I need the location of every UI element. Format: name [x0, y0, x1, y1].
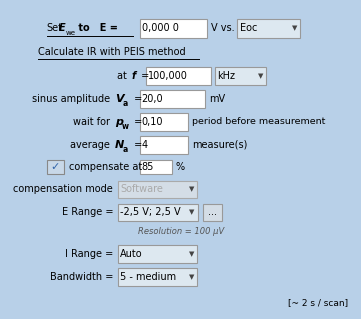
- Text: period before measurement: period before measurement: [192, 117, 325, 126]
- FancyBboxPatch shape: [147, 67, 211, 85]
- Text: compensate at: compensate at: [69, 162, 142, 172]
- Text: to   E =: to E =: [75, 23, 118, 33]
- Text: N: N: [115, 140, 124, 150]
- FancyBboxPatch shape: [118, 181, 197, 198]
- Text: =: =: [138, 71, 149, 81]
- Text: =: =: [131, 140, 142, 150]
- Text: I Range =: I Range =: [65, 249, 113, 259]
- Text: 100,000: 100,000: [148, 71, 188, 81]
- Text: ...: ...: [208, 207, 217, 218]
- Text: 5 - medium: 5 - medium: [120, 272, 176, 282]
- Text: Software: Software: [120, 184, 163, 195]
- Text: 0,10: 0,10: [141, 117, 163, 127]
- Text: mV: mV: [209, 94, 225, 104]
- Text: =: =: [131, 94, 142, 104]
- Text: Calculate IR with PEIS method: Calculate IR with PEIS method: [38, 47, 185, 57]
- Text: Eoc: Eoc: [240, 23, 257, 33]
- Text: V vs.: V vs.: [211, 23, 234, 33]
- FancyBboxPatch shape: [237, 19, 300, 38]
- Text: w: w: [122, 122, 129, 131]
- Text: Bandwidth =: Bandwidth =: [50, 272, 113, 282]
- Text: ▼: ▼: [190, 210, 195, 215]
- FancyBboxPatch shape: [140, 19, 207, 38]
- Text: a: a: [122, 145, 128, 154]
- Text: ▼: ▼: [189, 274, 194, 280]
- Text: ▼: ▼: [292, 26, 297, 31]
- Text: Set: Set: [47, 23, 63, 33]
- Text: compensation mode: compensation mode: [13, 184, 113, 195]
- Text: V: V: [115, 94, 123, 104]
- Text: we: we: [65, 30, 75, 36]
- Text: E: E: [59, 23, 66, 33]
- Text: wait for: wait for: [73, 117, 113, 127]
- Text: E Range =: E Range =: [62, 207, 113, 218]
- Text: average: average: [70, 140, 113, 150]
- Text: 20,0: 20,0: [141, 94, 163, 104]
- Text: measure(s): measure(s): [192, 140, 247, 150]
- Text: -2,5 V; 2,5 V: -2,5 V; 2,5 V: [120, 207, 180, 218]
- FancyBboxPatch shape: [140, 113, 188, 131]
- Text: at: at: [117, 71, 130, 81]
- Text: 0,000 0: 0,000 0: [142, 23, 179, 33]
- Text: Resolution = 100 μV: Resolution = 100 μV: [138, 227, 225, 236]
- Text: sinus amplitude: sinus amplitude: [32, 94, 113, 104]
- FancyBboxPatch shape: [118, 268, 197, 286]
- Text: Auto: Auto: [120, 249, 143, 259]
- Text: [~ 2 s / scan]: [~ 2 s / scan]: [288, 298, 348, 307]
- Text: ▼: ▼: [189, 251, 194, 257]
- Text: 85: 85: [141, 162, 153, 172]
- FancyBboxPatch shape: [203, 204, 222, 221]
- FancyBboxPatch shape: [215, 67, 266, 85]
- Text: f: f: [131, 71, 136, 81]
- FancyBboxPatch shape: [118, 245, 197, 263]
- FancyBboxPatch shape: [47, 160, 64, 174]
- Text: %: %: [176, 162, 185, 172]
- Text: ▼: ▼: [257, 73, 263, 79]
- FancyBboxPatch shape: [140, 136, 188, 154]
- FancyBboxPatch shape: [140, 160, 173, 174]
- Text: ▼: ▼: [189, 187, 194, 192]
- Text: kHz: kHz: [217, 71, 235, 81]
- Text: =: =: [131, 117, 142, 127]
- Text: a: a: [122, 100, 128, 108]
- FancyBboxPatch shape: [118, 204, 198, 221]
- Text: ✓: ✓: [51, 162, 60, 172]
- Text: p: p: [115, 117, 123, 127]
- FancyBboxPatch shape: [140, 90, 205, 108]
- Text: 4: 4: [141, 140, 147, 150]
